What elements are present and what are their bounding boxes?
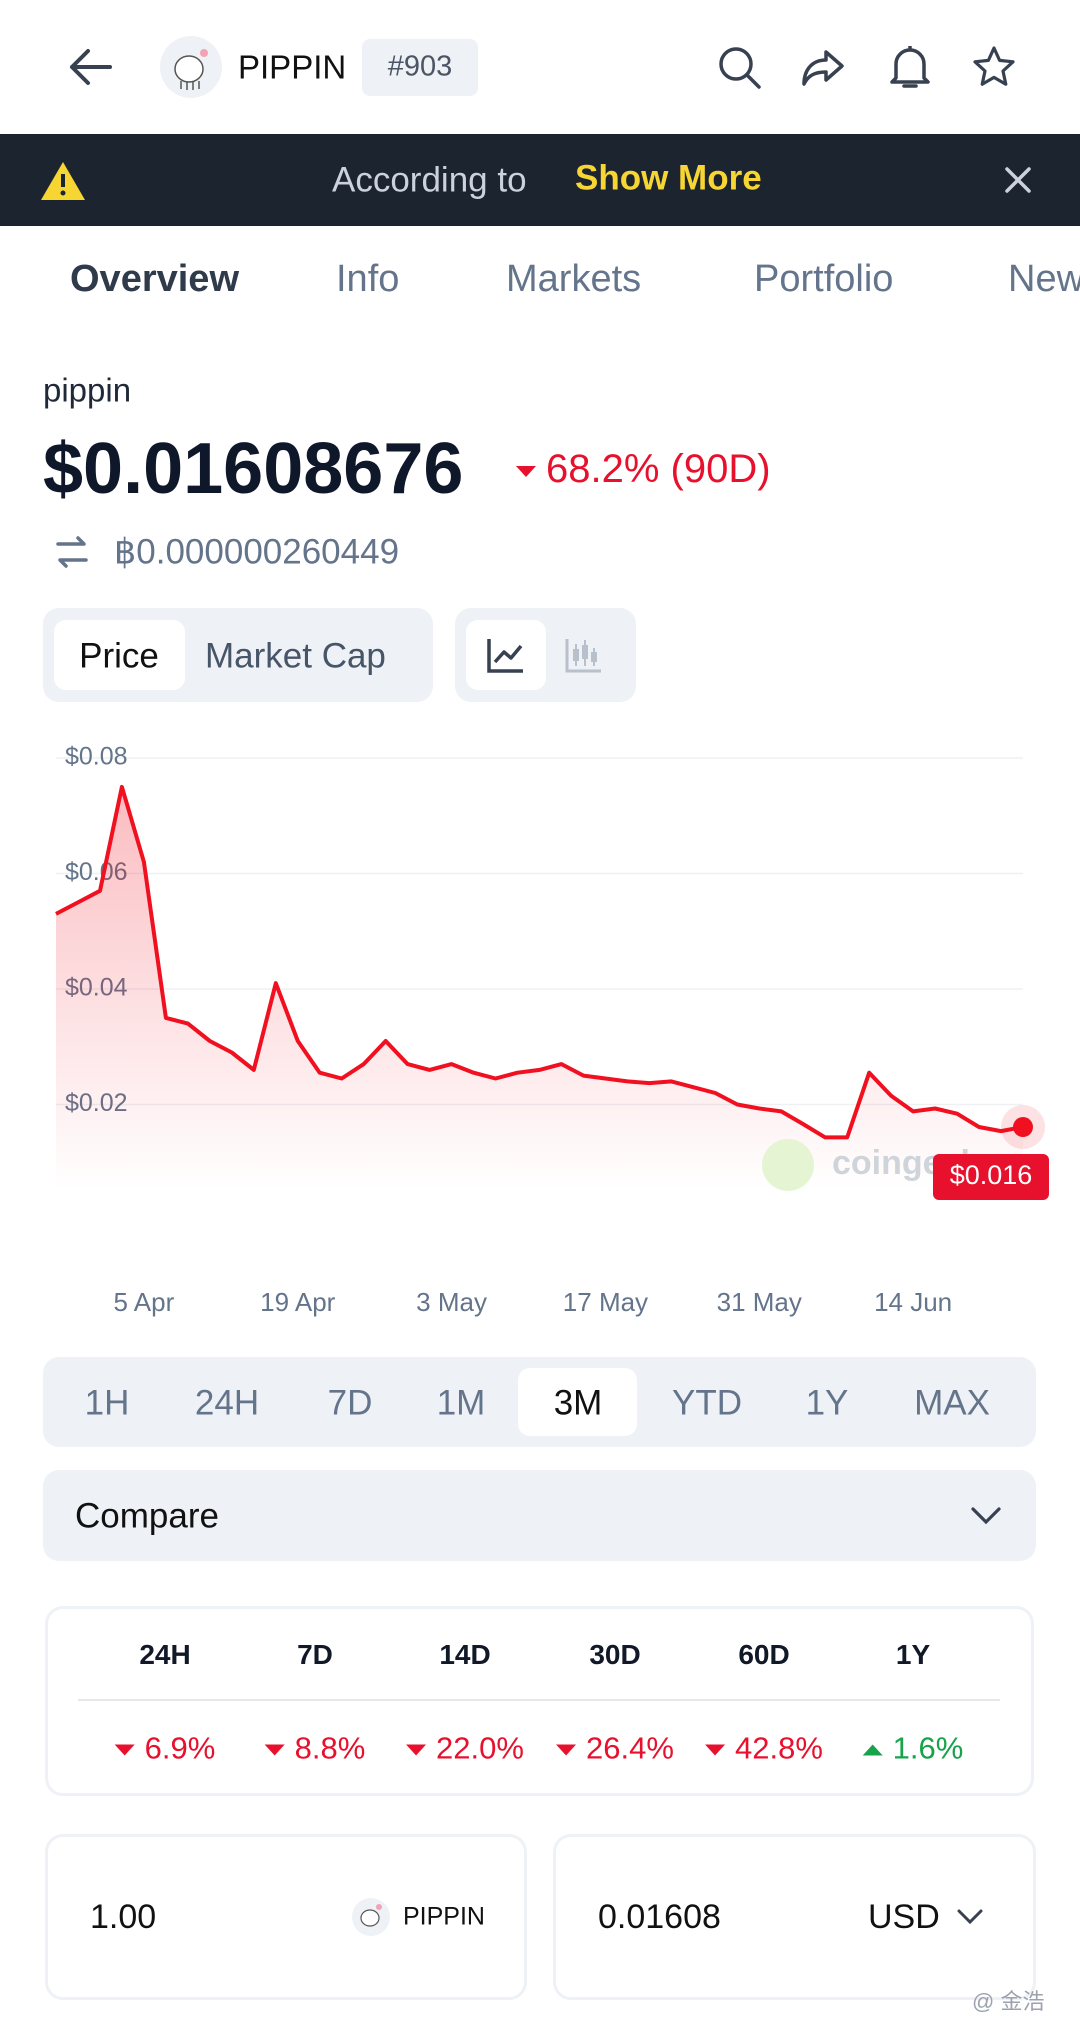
converter-coin: PIPPIN (403, 1902, 485, 1931)
range-selected (518, 1368, 637, 1436)
period-header: 60D (738, 1639, 790, 1670)
period-change: 26.4% (556, 1733, 674, 1764)
warning-icon (41, 162, 85, 200)
price: $0.01608676 (43, 429, 464, 509)
y-tick-label: $0.08 (65, 743, 128, 771)
watermark: @ 金浩 (972, 1989, 1045, 2014)
current-point (1013, 1117, 1033, 1138)
price-change: 68.2% (90D) (516, 449, 771, 489)
x-tick-label: 31 May (717, 1287, 802, 1317)
current-price-label: $0.016 (950, 1160, 1033, 1190)
divider (78, 1699, 1000, 1701)
share-icon[interactable] (800, 46, 846, 88)
period-change: 42.8% (705, 1733, 823, 1764)
chevron (971, 1507, 1001, 1525)
x-tick-label: 5 Apr (114, 1287, 175, 1317)
converter-output[interactable] (553, 1834, 1036, 2000)
period-change: 1.6% (863, 1733, 964, 1764)
tab[interactable]: Portfolio (754, 258, 894, 300)
performance-table (45, 1606, 1034, 1796)
range-option[interactable]: 1Y (805, 1383, 849, 1423)
period-header: 24H (139, 1639, 191, 1670)
coin-logo (352, 1898, 390, 1936)
converter-amount: 1.00 (90, 1898, 157, 1936)
compare-label: Compare (75, 1496, 219, 1536)
toggle-option[interactable]: Price (79, 636, 159, 676)
line-chart-icon[interactable] (486, 636, 526, 674)
swap-icon[interactable] (54, 534, 90, 570)
range-option[interactable]: 24H (194, 1383, 260, 1423)
alert-icon[interactable] (888, 42, 932, 92)
current-price-box (933, 1154, 1049, 1201)
notice-banner (0, 134, 1080, 226)
candle-chart-icon[interactable] (564, 636, 604, 674)
period-header: 30D (589, 1639, 641, 1670)
period-header: 1Y (895, 1639, 931, 1670)
tab[interactable]: New (1008, 258, 1080, 300)
tab[interactable]: Info (336, 258, 400, 300)
range-option[interactable]: 7D (327, 1383, 373, 1423)
x-tick-label: 3 May (416, 1287, 487, 1317)
watermark-logo (762, 1139, 814, 1191)
btc-price: ฿0.000000260449 (114, 532, 400, 572)
period-header: 14D (439, 1639, 491, 1670)
toggle-option[interactable]: Market Cap (205, 636, 386, 676)
period-change: 6.9% (115, 1733, 216, 1764)
x-tick-label: 17 May (563, 1287, 648, 1317)
converter-input[interactable] (45, 1834, 527, 2000)
coin-symbol: PIPPIN (238, 48, 347, 86)
tab[interactable]: Overview (70, 258, 239, 300)
coin-logo (160, 36, 222, 98)
range-option[interactable]: 1M (436, 1383, 486, 1423)
period-change: 8.8% (265, 1733, 366, 1764)
banner-link[interactable]: Show More (575, 158, 762, 198)
converter-currency[interactable]: USD (868, 1898, 940, 1936)
range-option[interactable]: MAX (914, 1383, 990, 1423)
toggle-selected (54, 620, 185, 690)
favorite-icon[interactable] (972, 45, 1016, 89)
range-option[interactable]: 3M (553, 1383, 603, 1423)
search-icon[interactable] (716, 44, 762, 90)
tab[interactable]: Markets (506, 258, 642, 300)
back-button[interactable] (66, 45, 114, 89)
period-header: 7D (297, 1639, 333, 1670)
rank-badge (362, 39, 478, 96)
x-tick-label: 19 Apr (260, 1287, 336, 1317)
price-line (55, 784, 1024, 1140)
converter-result: 0.01608 (598, 1898, 721, 1936)
coin-name: pippin (43, 371, 132, 409)
chevron (957, 1909, 983, 1925)
compare-dropdown[interactable] (43, 1470, 1036, 1561)
period-change: 22.0% (406, 1733, 524, 1764)
banner-text: According to (332, 160, 527, 200)
area-fill (56, 786, 1023, 1190)
x-tick-label: 14 Jun (874, 1287, 952, 1317)
range-option[interactable]: YTD (672, 1383, 742, 1423)
range-option[interactable]: 1H (84, 1383, 130, 1423)
close-banner[interactable] (1004, 166, 1032, 194)
rank: #903 (387, 50, 453, 83)
